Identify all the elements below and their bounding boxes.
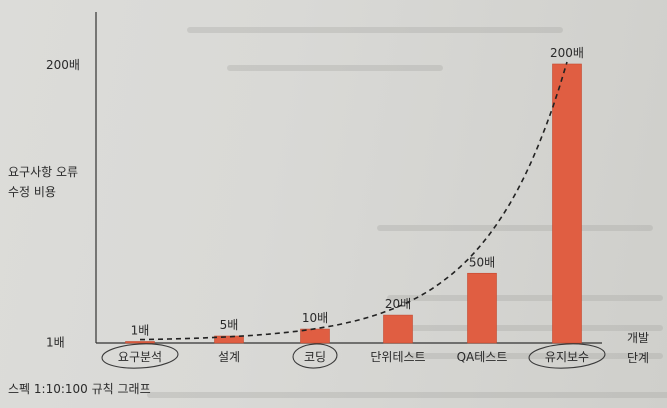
category-label: 코딩 (304, 350, 326, 364)
y-tick-label: 200배 (46, 58, 80, 72)
category-labels: 요구분석 설계 코딩 단위테스트 QA테스트 유지보수 (101, 343, 606, 369)
chart-caption: 스펙 1:10:100 규칙 그래프 (8, 382, 151, 396)
category-label: 유지보수 (545, 350, 589, 364)
bar (300, 328, 330, 344)
data-label: 10배 (302, 311, 328, 325)
category-circle-mark (292, 343, 338, 369)
bar (125, 341, 155, 344)
trend-curve (139, 61, 568, 341)
category-label: 요구분석 (118, 350, 162, 364)
data-label: 200배 (550, 46, 584, 60)
category-label: 단위테스트 (370, 350, 425, 364)
data-labels: 1배 5배 10배 20배 50배 200배 (131, 46, 584, 338)
y-axis-title-line: 요구사항 오류 (8, 165, 78, 179)
bar (383, 314, 413, 344)
category-circle-mark (101, 343, 179, 369)
bars (125, 63, 582, 344)
y-tick-label: 1배 (46, 336, 65, 350)
x-axis-title-line: 단계 (627, 351, 649, 365)
trend-line (139, 61, 568, 341)
data-label: 1배 (131, 324, 150, 338)
category-label: QA테스트 (457, 350, 508, 364)
bar (214, 335, 244, 344)
category-label: 설계 (218, 350, 240, 364)
x-axis-title-line: 개발 (627, 331, 649, 345)
bar (467, 272, 497, 344)
data-label: 50배 (469, 255, 495, 269)
data-label: 20배 (385, 297, 411, 311)
data-label: 5배 (220, 318, 239, 332)
category-circle-mark (528, 343, 606, 369)
bar (552, 63, 582, 344)
y-axis-title-line: 수정 비용 (8, 185, 56, 199)
